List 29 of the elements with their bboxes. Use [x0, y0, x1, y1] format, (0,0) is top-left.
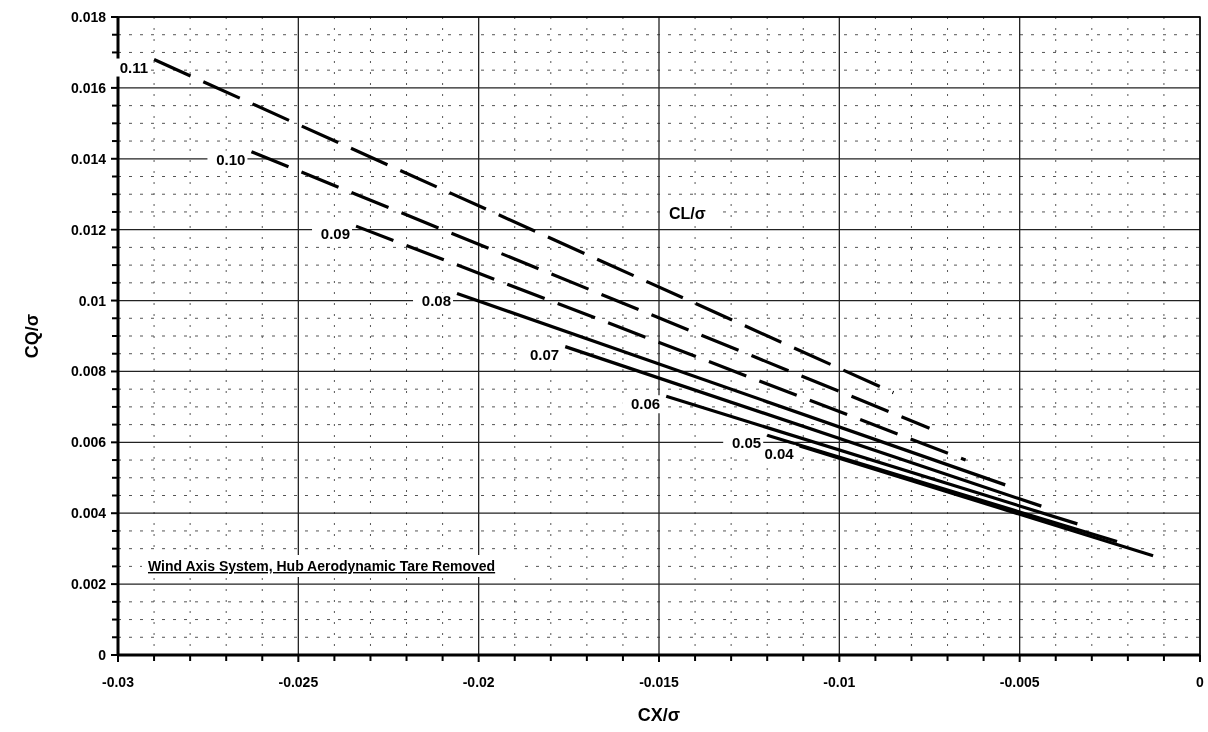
- series-label: 0.11: [119, 58, 149, 76]
- y-tick-label: 0.002: [70, 576, 107, 593]
- x-tick-label: -0.015: [639, 674, 680, 690]
- x-tick-label: -0.01: [823, 674, 856, 690]
- x-tick-label: -0.03: [102, 674, 135, 690]
- series-label: 0.09: [320, 225, 351, 243]
- y-tick-label: 0.006: [70, 434, 107, 451]
- y-tick-label: 0.008: [70, 363, 107, 380]
- legend-title: CL/σ: [669, 204, 706, 222]
- series-label: 0.04: [764, 444, 795, 462]
- x-tick-label: 0: [1196, 674, 1205, 690]
- y-tick-label: 0.01: [78, 292, 107, 309]
- x-tick-label: -0.025: [278, 674, 319, 690]
- series-label: 0.06: [631, 395, 661, 413]
- y-tick-label: 0.012: [70, 221, 107, 238]
- annotation: Wind Axis System, Hub Aerodynamic Tare Removed: [148, 558, 496, 574]
- x-tick-label: -0.02: [462, 674, 495, 690]
- y-tick-label: 0: [98, 647, 107, 663]
- y-tick-label: 0.016: [70, 79, 107, 96]
- y-tick-label: 0.004: [70, 505, 107, 522]
- series-label: 0.05: [732, 434, 762, 452]
- y-tick-label: 0.018: [70, 9, 107, 25]
- series-label: 0.10: [216, 150, 246, 168]
- x-tick-label: -0.005: [999, 674, 1040, 690]
- x-axis-title: CX/σ: [637, 705, 681, 725]
- series-label: 0.08: [421, 292, 452, 310]
- y-tick-label: 0.014: [70, 150, 107, 167]
- y-axis-title: CQ/σ: [22, 313, 42, 359]
- series-label: 0.07: [530, 345, 560, 363]
